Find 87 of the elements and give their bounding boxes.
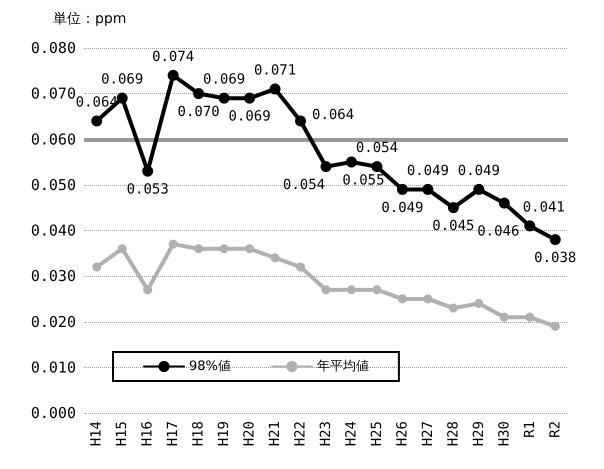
point	[116, 92, 128, 104]
x-tick-label: R2	[547, 421, 564, 438]
data-label: 0.064	[312, 107, 354, 123]
point	[550, 322, 560, 331]
point	[296, 262, 306, 272]
data-label: 0.045	[432, 218, 474, 234]
y-tick-label: 0.040	[30, 222, 76, 240]
data-label: 0.049	[458, 162, 500, 179]
point	[372, 285, 382, 294]
point	[346, 156, 357, 168]
point	[218, 92, 230, 104]
point	[448, 202, 459, 214]
data-label: 0.049	[381, 200, 424, 216]
point	[524, 220, 536, 232]
point	[322, 285, 330, 294]
y-tick-label: 0.010	[30, 358, 76, 376]
x-tick-label: H19	[216, 421, 232, 446]
point	[220, 244, 229, 254]
data-label: 0.055	[342, 172, 385, 189]
x-tick-label: H28	[445, 421, 462, 446]
point	[92, 262, 102, 272]
x-tick-label: H25	[368, 421, 385, 446]
point	[473, 184, 484, 195]
point	[474, 299, 484, 308]
data-label: 0.046	[477, 224, 520, 240]
x-tick-label: H16	[140, 421, 156, 446]
point	[168, 240, 178, 249]
point	[244, 92, 256, 104]
x-tick-label: H15	[114, 421, 130, 446]
point	[500, 312, 509, 322]
point	[270, 84, 281, 95]
x-tick-label: H17	[165, 421, 182, 446]
y-tick-label: 0.060	[30, 130, 76, 148]
x-tick-label: H20	[242, 421, 258, 446]
data-label: 0.054	[356, 140, 398, 156]
point	[91, 116, 102, 126]
data-label: 0.054	[282, 177, 326, 194]
y-tick-label: 0.080	[30, 39, 76, 57]
point	[270, 253, 280, 262]
point	[525, 312, 534, 322]
point	[422, 184, 434, 195]
data-label: 0.069	[203, 72, 246, 88]
x-tick-label: H14	[88, 421, 105, 446]
x-tick-label: H18	[190, 421, 207, 446]
x-tick-label: H22	[292, 421, 309, 446]
point	[371, 161, 382, 172]
point	[550, 234, 561, 246]
point	[118, 244, 127, 254]
data-label: 0.053	[126, 182, 169, 198]
x-tick-label: H29	[470, 421, 487, 446]
x-tick-label: H26	[394, 421, 410, 446]
point	[498, 198, 510, 209]
x-tick-label: H30	[496, 421, 512, 446]
data-label: 0.069	[228, 108, 271, 125]
point	[423, 294, 432, 304]
data-label: 0.071	[254, 62, 296, 79]
point	[448, 304, 458, 313]
text: 単位：ppm	[53, 11, 126, 27]
point	[320, 161, 332, 172]
point	[143, 285, 152, 294]
data-label: 0.041	[522, 199, 565, 216]
point	[398, 294, 407, 304]
x-tick-label: H24	[343, 421, 360, 446]
data-label: 0.069	[101, 72, 144, 88]
point	[168, 70, 179, 81]
x-tick-label: R1	[522, 421, 538, 438]
point	[245, 244, 254, 254]
point	[396, 184, 408, 195]
point	[295, 116, 306, 126]
data-label: 0.049	[406, 162, 449, 179]
legend-label: 年平均値	[316, 359, 369, 374]
y-tick-label: 0.070	[30, 84, 76, 103]
data-label: 0.074	[152, 48, 194, 65]
y-tick-label: 0.030	[30, 267, 76, 286]
point	[193, 88, 204, 100]
x-tick-label: H21	[267, 421, 284, 446]
x-tick-label: H27	[420, 421, 436, 446]
legend-label: 98%値	[189, 359, 231, 374]
data-label: 0.038	[534, 250, 576, 266]
y-tick-label: 0.050	[30, 176, 76, 194]
point	[194, 244, 204, 254]
point	[346, 285, 356, 294]
y-tick-label: 0.020	[30, 312, 76, 331]
x-tick-label: H23	[318, 421, 334, 446]
data-label: 0.070	[178, 104, 220, 120]
point	[142, 166, 154, 177]
y-tick-label: 0.000	[30, 404, 76, 422]
